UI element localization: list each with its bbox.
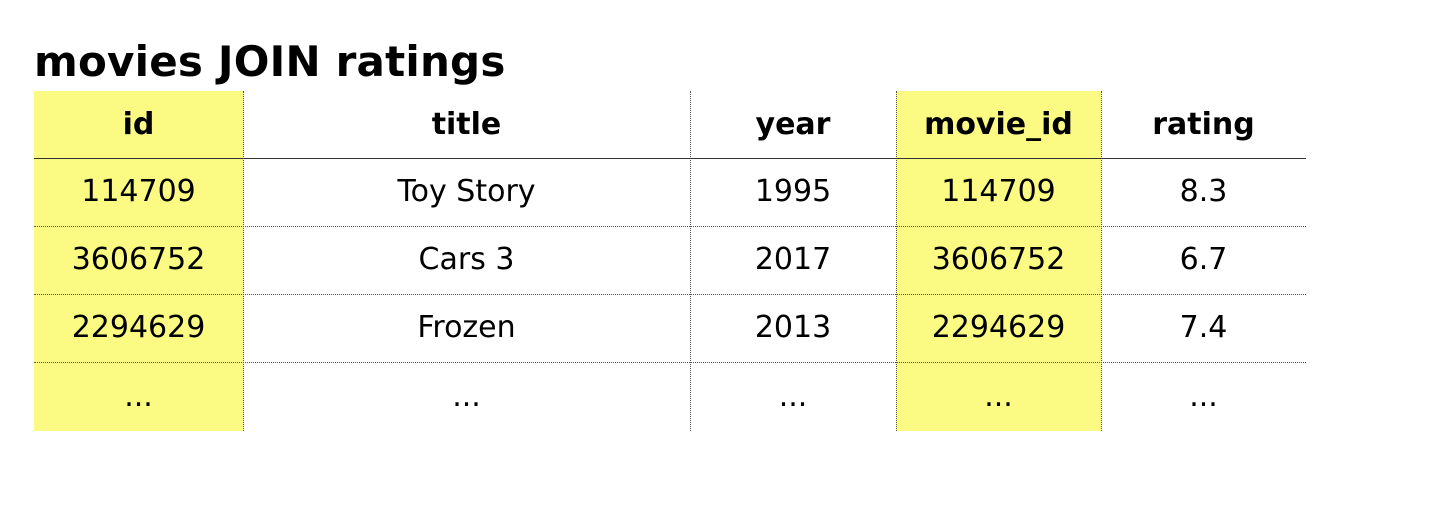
row-divider <box>34 294 1306 295</box>
cell-year: 1995 <box>754 174 832 209</box>
row-divider <box>34 362 1306 363</box>
cell-year: 2017 <box>754 242 832 277</box>
cell-movie-id: 114709 <box>941 174 1056 209</box>
cell-rating: 8.3 <box>1179 174 1228 209</box>
header-divider <box>34 158 1306 159</box>
cell-title: Cars 3 <box>418 242 515 277</box>
column-divider <box>896 91 897 431</box>
header-movie-id: movie_id <box>924 106 1073 142</box>
column-divider <box>1101 91 1102 431</box>
cell-title: Frozen <box>417 310 516 345</box>
cell-ellipsis: ... <box>984 378 1013 414</box>
header-year: year <box>755 106 831 142</box>
row-divider <box>34 226 1306 227</box>
cell-ellipsis: ... <box>1189 378 1218 414</box>
cell-id: 3606752 <box>71 242 206 277</box>
join-table: id title year movie_id rating 114709 Toy… <box>34 91 1306 431</box>
cell-year: 2013 <box>754 310 832 345</box>
movie-id-column-highlight <box>896 91 1101 431</box>
header-id: id <box>122 106 155 142</box>
column-divider <box>243 91 244 431</box>
header-title: title <box>431 106 502 142</box>
cell-movie-id: 2294629 <box>931 310 1066 345</box>
cell-rating: 6.7 <box>1179 242 1228 277</box>
cell-id: 114709 <box>81 174 196 209</box>
cell-title: Toy Story <box>397 174 536 209</box>
cell-rating: 7.4 <box>1179 310 1228 345</box>
column-divider <box>690 91 691 431</box>
id-column-highlight <box>34 91 243 431</box>
cell-ellipsis: ... <box>124 378 153 414</box>
header-rating: rating <box>1152 106 1255 142</box>
cell-movie-id: 3606752 <box>931 242 1066 277</box>
diagram-title: movies JOIN ratings <box>34 37 506 86</box>
cell-id: 2294629 <box>71 310 206 345</box>
cell-ellipsis: ... <box>452 378 481 414</box>
cell-ellipsis: ... <box>778 378 808 414</box>
